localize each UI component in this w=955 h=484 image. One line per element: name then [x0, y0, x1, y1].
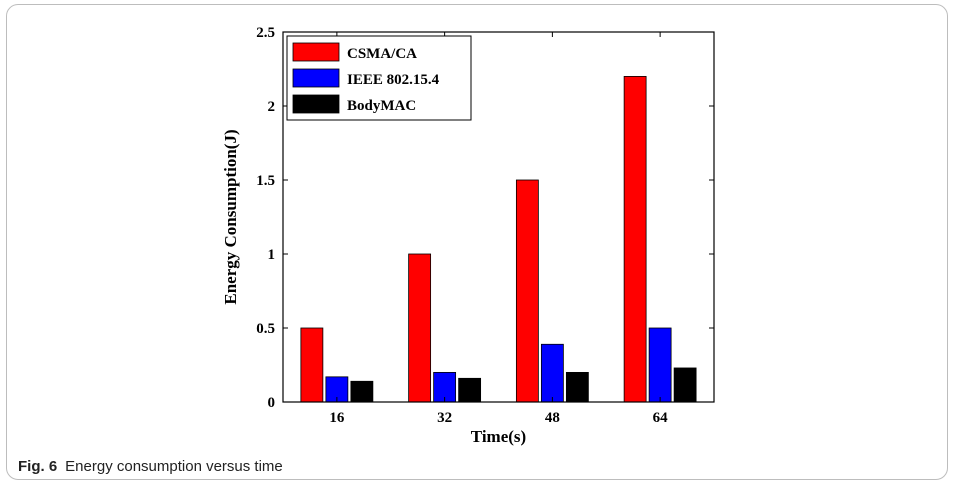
- x-axis-ticks: 16 32 48 64: [329, 32, 668, 426]
- y-tick-label: 1.5: [256, 173, 275, 189]
- legend-swatch: [292, 94, 340, 114]
- x-tick-label: 48: [545, 410, 560, 426]
- bar-ieee-802-15-4-64: [648, 327, 672, 403]
- bars-group: [300, 76, 697, 403]
- bar-csma-ca-48: [515, 179, 539, 403]
- bar-bodymac-48: [565, 371, 589, 403]
- bar-bodymac-16: [350, 380, 374, 403]
- legend-swatch: [292, 68, 340, 88]
- plot-area: [282, 31, 715, 403]
- y-tick-label: 1: [268, 247, 276, 263]
- legend-label: CSMA/CA: [347, 46, 417, 62]
- legend: CSMA/CA IEEE 802.15.4 BodyMAC: [286, 35, 472, 121]
- legend-swatch: [292, 42, 340, 62]
- bar-bodymac-32: [458, 377, 482, 403]
- figure-caption: Fig. 6 Energy consumption versus time: [18, 458, 283, 475]
- bar-ieee-802-15-4-48: [540, 343, 564, 403]
- y-tick-label: 0.5: [256, 321, 275, 337]
- bar-bodymac-64: [673, 367, 697, 403]
- y-tick-label: 2: [268, 99, 276, 115]
- y-axis-ticks: 0 0.5 1 1.5 2 2.5: [256, 25, 714, 411]
- x-tick-label: 16: [329, 410, 345, 426]
- x-tick-label: 32: [437, 410, 452, 426]
- bar-csma-ca-32: [408, 253, 432, 403]
- caption-text: Energy consumption versus time: [65, 458, 283, 475]
- legend-label: BodyMAC: [347, 98, 416, 114]
- y-tick-label: 0: [268, 395, 276, 411]
- y-axis-label: Energy Consumption(J): [221, 129, 240, 304]
- x-axis-label: Time(s): [471, 427, 526, 446]
- y-tick-label: 2.5: [256, 25, 275, 41]
- bar-csma-ca-16: [300, 327, 324, 403]
- bar-csma-ca-64: [623, 76, 647, 403]
- legend-label: IEEE 802.15.4: [347, 72, 440, 88]
- x-tick-label: 64: [653, 410, 669, 426]
- figure-number: Fig. 6: [18, 458, 58, 475]
